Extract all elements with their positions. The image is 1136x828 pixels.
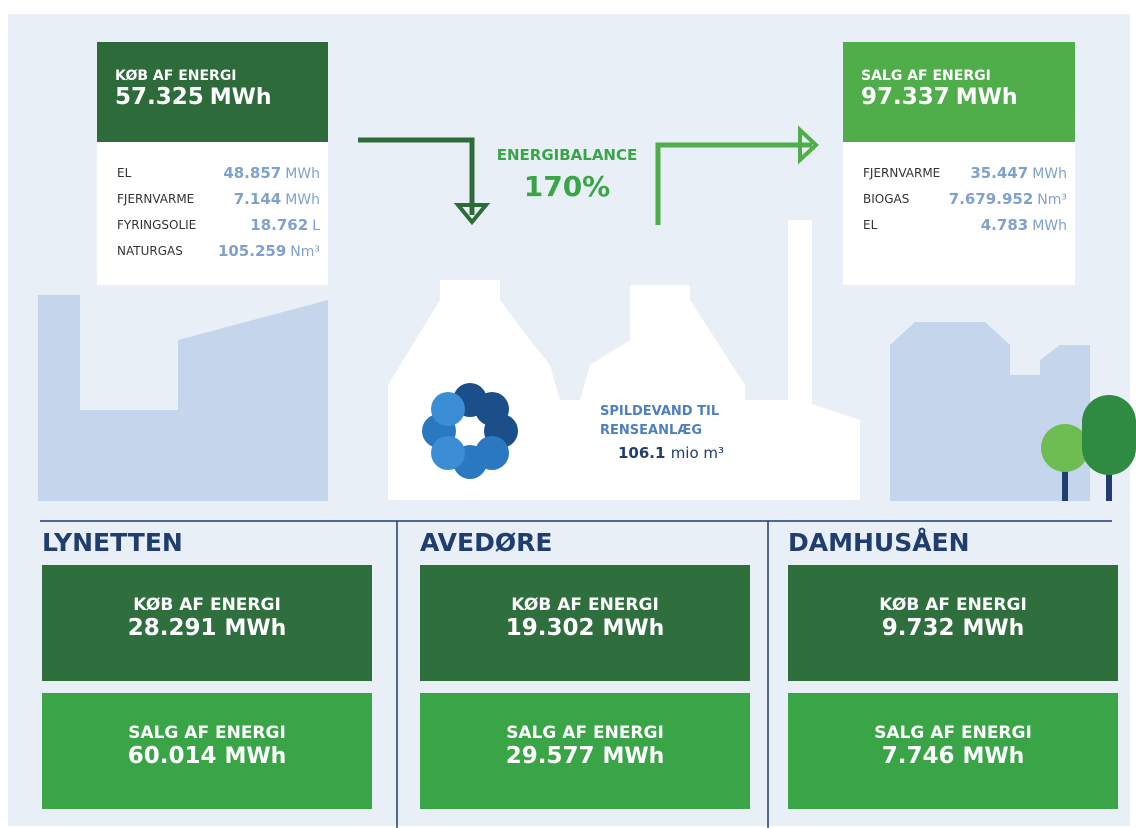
unit: MWh xyxy=(962,616,1025,641)
sale-header: SALG AF ENERGI 97.337 MWh xyxy=(843,42,1075,142)
detail-row: FJERNVARME 7.144 MWh xyxy=(117,186,320,212)
title: SALG AF ENERGI xyxy=(861,68,991,84)
wastewater: SPILDEVAND TIL RENSEANLÆG 106.1 mio m³ xyxy=(600,402,724,463)
detail-value: 18.762 xyxy=(250,216,309,234)
unit: MWh xyxy=(224,616,287,641)
detail-amount: 105.259 Nm³ xyxy=(218,242,320,260)
value: 97.337 xyxy=(861,84,950,110)
unit: MWh xyxy=(602,616,665,641)
detail-label: NATURGAS xyxy=(117,244,183,258)
detail-value: 7.679.952 xyxy=(948,190,1034,208)
detail-value: 7.144 xyxy=(233,190,282,208)
label: SPILDEVAND TIL xyxy=(600,404,720,419)
unit: MWh xyxy=(224,744,287,769)
unit: MWh xyxy=(962,744,1025,769)
right-buildings xyxy=(890,322,1090,501)
detail-label: BIOGAS xyxy=(863,192,910,206)
detail-unit: L xyxy=(312,218,320,234)
detail-value: 48.857 xyxy=(223,164,282,182)
value: 29.577 xyxy=(505,743,595,769)
detail-amount: 7.144 MWh xyxy=(234,190,320,208)
unit: MWh xyxy=(209,85,272,110)
detail-value: 35.447 xyxy=(970,164,1029,182)
value: 106.1 xyxy=(618,444,666,462)
detail-amount: 35.447 MWh xyxy=(970,164,1067,182)
detail-label: FJERNVARME xyxy=(863,166,941,180)
unit: MWh xyxy=(955,85,1018,110)
arrow-out xyxy=(655,142,812,225)
detail-row: FYRINGSOLIE 18.762 L xyxy=(117,212,320,238)
title: SALG AF ENERGI xyxy=(506,723,664,743)
plant-sale: SALG AF ENERGI 60.014 MWh xyxy=(42,693,372,809)
value: 7.746 xyxy=(881,743,955,769)
purchase-header: KØB AF ENERGI 57.325 MWh xyxy=(97,42,328,142)
detail-row: EL 48.857 MWh xyxy=(117,160,320,186)
detail-row: EL 4.783 MWh xyxy=(863,212,1067,238)
detail-unit: MWh xyxy=(285,166,320,182)
unit: mio m³ xyxy=(670,444,725,462)
title: SALG AF ENERGI xyxy=(128,723,286,743)
plant-purchase: KØB AF ENERGI 28.291 MWh xyxy=(42,565,372,681)
value: 19.302 xyxy=(505,615,595,641)
title: KØB AF ENERGI xyxy=(115,68,237,84)
detail-amount: 4.783 MWh xyxy=(981,216,1067,234)
detail-row: FJERNVARME 35.447 MWh xyxy=(863,160,1067,186)
balance: ENERGIBALANCE 170% xyxy=(467,146,667,203)
purchase-details: EL 48.857 MWh FJERNVARME 7.144 MWh FYRINGSOLIE… xyxy=(97,142,328,285)
unit: MWh xyxy=(602,744,665,769)
value: 60.014 xyxy=(127,743,217,769)
value: 9.732 xyxy=(881,615,955,641)
title: KØB AF ENERGI xyxy=(879,595,1027,615)
balance-value: 170% xyxy=(523,170,611,203)
detail-amount: 48.857 MWh xyxy=(223,164,320,182)
balance-title: ENERGIBALANCE xyxy=(496,146,638,164)
plant-name: AVEDØRE xyxy=(420,528,553,557)
detail-label: EL xyxy=(117,166,132,180)
arrow-head xyxy=(798,125,819,165)
detail-label: FYRINGSOLIE xyxy=(117,218,197,232)
title: KØB AF ENERGI xyxy=(133,595,281,615)
detail-unit: MWh xyxy=(1032,218,1067,234)
title: KØB AF ENERGI xyxy=(511,595,659,615)
plant-sale: SALG AF ENERGI 29.577 MWh xyxy=(420,693,750,809)
detail-unit: Nm³ xyxy=(1037,192,1067,208)
detail-value: 4.783 xyxy=(980,216,1029,234)
detail-row: NATURGAS 105.259 Nm³ xyxy=(117,238,320,264)
value: 28.291 xyxy=(127,615,217,641)
title: SALG AF ENERGI xyxy=(874,723,1032,743)
funnel xyxy=(530,340,630,400)
arrow-in xyxy=(358,137,475,215)
plant-sale: SALG AF ENERGI 7.746 MWh xyxy=(788,693,1118,809)
detail-amount: 18.762 L xyxy=(250,216,320,234)
plant-purchase: KØB AF ENERGI 9.732 MWh xyxy=(788,565,1118,681)
detail-unit: Nm³ xyxy=(290,244,320,260)
trees xyxy=(1041,395,1136,501)
logo xyxy=(422,383,518,479)
detail-unit: MWh xyxy=(1032,166,1067,182)
detail-value: 105.259 xyxy=(217,242,287,260)
sale-details: FJERNVARME 35.447 MWh BIOGAS 7.679.952 Nm³ EL 4… xyxy=(843,142,1075,285)
value: 57.325 xyxy=(115,84,204,110)
detail-unit: MWh xyxy=(285,192,320,208)
detail-label: FJERNVARME xyxy=(117,192,195,206)
arrow-head xyxy=(453,203,491,226)
detail-amount: 7.679.952 Nm³ xyxy=(949,190,1067,208)
detail-label: EL xyxy=(863,218,878,232)
plant-name: LYNETTEN xyxy=(42,528,183,557)
plant-purchase: KØB AF ENERGI 19.302 MWh xyxy=(420,565,750,681)
left-buildings xyxy=(38,295,328,501)
plant-name: DAMHUSÅEN xyxy=(788,528,970,557)
label: RENSEANLÆG xyxy=(600,423,703,438)
detail-row: BIOGAS 7.679.952 Nm³ xyxy=(863,186,1067,212)
